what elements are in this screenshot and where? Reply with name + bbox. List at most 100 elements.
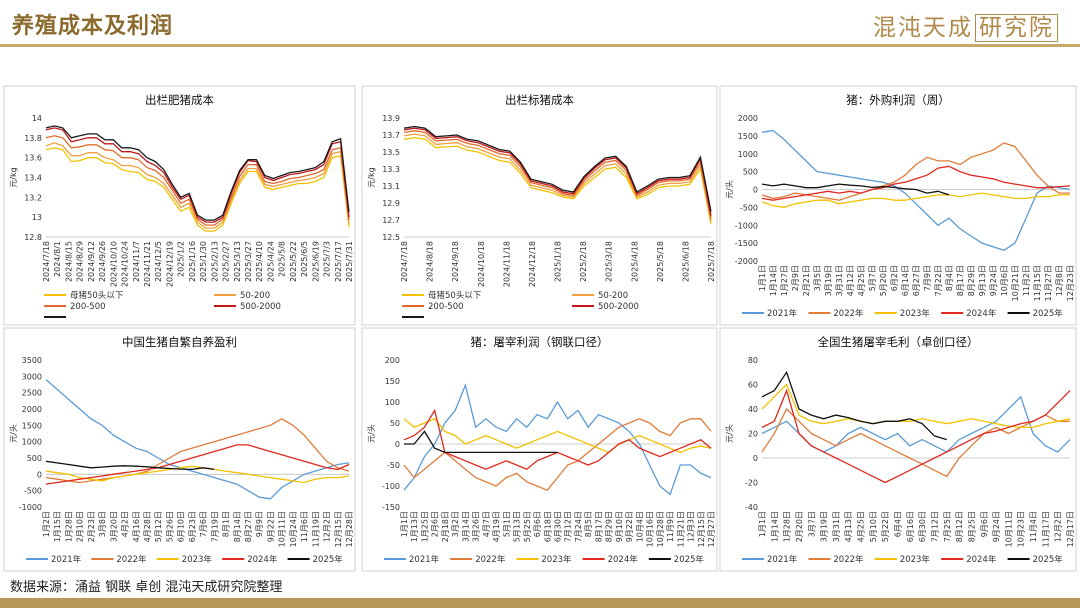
y-tick-label: 2500 [22, 389, 42, 398]
x-tick-label: 9月10日 [615, 511, 624, 542]
y-tick-label: 14 [32, 114, 42, 123]
series-line-2025年 [404, 430, 558, 454]
legend-label: 2023年 [900, 308, 931, 319]
chart-panel-5: 全国生猪屠宰毛利（卓创口径） -40 -20 0 20 40 60 80 元/头 1月1日 1月14… [719, 327, 1077, 572]
x-tick-label: 2月23日 [87, 511, 96, 542]
x-tick-label: 10月6日 [1000, 265, 1009, 296]
x-tick-label: 6月18日 [543, 511, 552, 542]
y-tick-label: 12.7 [382, 216, 400, 225]
legend-label: 200-500 [70, 302, 106, 312]
y-tick-label: 150 [385, 377, 400, 386]
x-tick-label: 1月14日 [770, 511, 779, 542]
x-tick-label: 12月23日 [1066, 265, 1075, 301]
y-tick-label: 13.1 [382, 182, 400, 191]
x-tick-label: 2025/4/24 [266, 241, 275, 282]
x-tick-label: 2025/3/18 [605, 241, 614, 282]
x-tick-label: 8月29日 [967, 265, 976, 296]
x-tick-label: 12月15日 [334, 511, 343, 547]
x-tick-label: 5月26日 [165, 511, 174, 542]
x-tick-label: 2024/9/18 [451, 241, 460, 282]
x-tick-label: 1月1日 [758, 511, 767, 537]
series-line-2023年 [403, 418, 712, 454]
x-tick-label: 2024/8/18 [426, 241, 435, 282]
x-tick-label: 8月4日 [945, 265, 954, 291]
x-tick-label: 6月27日 [912, 265, 921, 296]
x-tick-label: 3月2日 [451, 511, 460, 537]
x-tick-label: 6月10日 [177, 511, 186, 542]
y-tick-label: -100 [382, 482, 400, 491]
x-tick-label: 11月6日 [300, 511, 309, 542]
x-tick-label: 2024/9/12 [87, 241, 96, 282]
legend-label: 母猪50头以下 [428, 290, 482, 301]
y-tick-label: 100 [385, 398, 400, 407]
x-tick-label: 2025/1/2 [177, 241, 186, 277]
x-tick-label: 4月25日 [857, 511, 866, 542]
y-tick-label: 2000 [738, 114, 758, 123]
x-tick-label: 3月19日 [824, 265, 833, 296]
chart-frame [719, 327, 1077, 572]
x-tick-label: 5月1日 [502, 511, 511, 537]
x-tick-label: 12月2日 [323, 511, 332, 542]
series-line-2025年 [761, 370, 947, 441]
legend-label: 200-500 [428, 302, 464, 312]
legend-label: 2021年 [767, 554, 798, 565]
brand-logo: 混沌天成 研究院 [873, 8, 1058, 42]
chart-frame [361, 85, 718, 326]
series-line-2024年 [761, 388, 1071, 484]
x-tick-label: 8月27日 [244, 511, 253, 542]
y-tick-label: 13.8 [24, 134, 42, 143]
x-tick-label: 2024/12/5 [154, 241, 163, 282]
x-tick-label: 2月20日 [795, 511, 804, 542]
x-tick-label: 2024/12/18 [528, 241, 537, 287]
series-line-200-500 [403, 130, 712, 220]
legend-label: 2021年 [767, 308, 798, 319]
data-source-note: 数据来源：涌益 钢联 卓创 混沌天成研究院整理 [10, 580, 283, 595]
y-tick-label: 60 [748, 381, 758, 390]
x-tick-label: 2025/2/13 [210, 241, 219, 282]
y-axis-unit: 元/头 [366, 424, 376, 443]
x-tick-label: 5月7日 [868, 265, 877, 291]
x-tick-label: 2025/6/5 [300, 241, 309, 277]
series-line-2022年 [761, 142, 1070, 201]
x-tick-label: 10月28日 [656, 511, 665, 547]
x-tick-label: 2024/11/18 [502, 241, 511, 287]
x-tick-label: 11月19日 [311, 511, 320, 547]
legend-label: 2025年 [313, 554, 344, 565]
legend-label: 50-200 [598, 291, 628, 301]
y-tick-label: -150 [382, 503, 400, 512]
y-tick-label: 500 [27, 454, 42, 463]
x-tick-label: 2025/1/30 [199, 241, 208, 282]
y-tick-label: -1000 [19, 503, 42, 512]
series-line-2024年 [45, 444, 350, 485]
x-tick-label: 2025/3/13 [233, 241, 242, 282]
y-tick-label: 80 [748, 356, 758, 365]
chart-frame [3, 85, 356, 326]
x-tick-label: 3月26日 [472, 511, 481, 542]
x-tick-label: 8月25日 [967, 511, 976, 542]
x-tick-label: 2月9日 [791, 265, 800, 291]
legend-label: 2021年 [51, 554, 82, 565]
series-line-50-200 [403, 133, 712, 222]
x-tick-label: 4月19日 [492, 511, 501, 542]
y-tick-label: -40 [745, 503, 758, 512]
legend-label: 50-200 [240, 291, 270, 301]
x-tick-label: 7月12日 [564, 511, 573, 542]
chart-panel-0: 出栏肥猪成本 12.8 13 13.2 13.4 13.6 13.8 14 元/kg 2024/7… [3, 85, 356, 326]
x-tick-label: 1月15日 [53, 511, 62, 542]
x-tick-label: 2025/2/18 [579, 241, 588, 282]
x-tick-label: 2024/8/29 [76, 241, 85, 282]
legend-label: 2023年 [541, 554, 572, 565]
legend-label: 2021年 [409, 554, 440, 565]
chart-frame [361, 327, 718, 572]
x-tick-label: 6月23日 [188, 511, 197, 542]
chart-panel-3: 中国生猪自繁自养盈利 -1000 -500 0 500 1000 1500 2000 2500 3… [3, 327, 356, 572]
x-tick-label: 6月4日 [894, 511, 903, 537]
x-tick-label: 5月13日 [513, 511, 522, 542]
y-tick-label: 0 [395, 440, 400, 449]
x-tick-label: 12月27日 [707, 511, 716, 547]
series-line-2024年 [761, 165, 1071, 201]
series-line-2023年 [761, 383, 1071, 429]
x-tick-label: 9月22日 [266, 511, 275, 542]
x-tick-label: 8月17日 [956, 265, 965, 296]
x-tick-label: 9月22日 [625, 511, 634, 542]
